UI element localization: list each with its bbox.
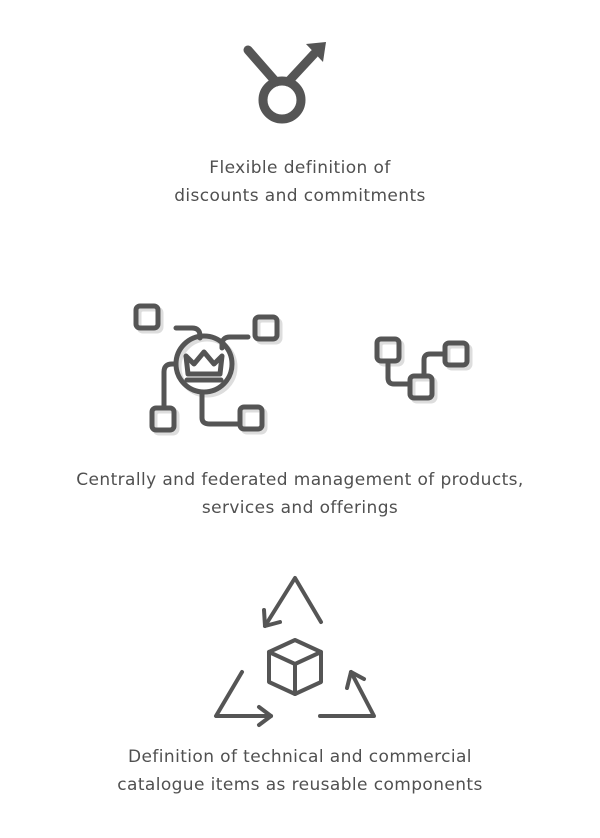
feature-discounts: Flexible definition of discounts and com… [0, 0, 600, 230]
feature-catalogue: Definition of technical and commercial c… [0, 560, 600, 820]
node-chain-icon [372, 334, 476, 404]
gender-symbol-icon [236, 38, 336, 130]
caption-line: Definition of technical and commercial [128, 747, 472, 767]
feature-management-caption: Centrally and federated management of pr… [0, 466, 600, 522]
caption-line: Centrally and federated management of pr… [76, 470, 524, 490]
feature-catalogue-caption: Definition of technical and commercial c… [0, 743, 600, 799]
network-hub-icon [130, 300, 290, 440]
caption-line: Flexible definition of [209, 158, 391, 178]
caption-line: discounts and commitments [174, 186, 426, 206]
feature-management: Centrally and federated management of pr… [0, 290, 600, 530]
caption-line: catalogue items as reusable components [117, 775, 483, 795]
feature-discounts-caption: Flexible definition of discounts and com… [0, 154, 600, 210]
caption-line: services and offerings [201, 498, 399, 518]
recycle-cube-icon [208, 574, 383, 727]
